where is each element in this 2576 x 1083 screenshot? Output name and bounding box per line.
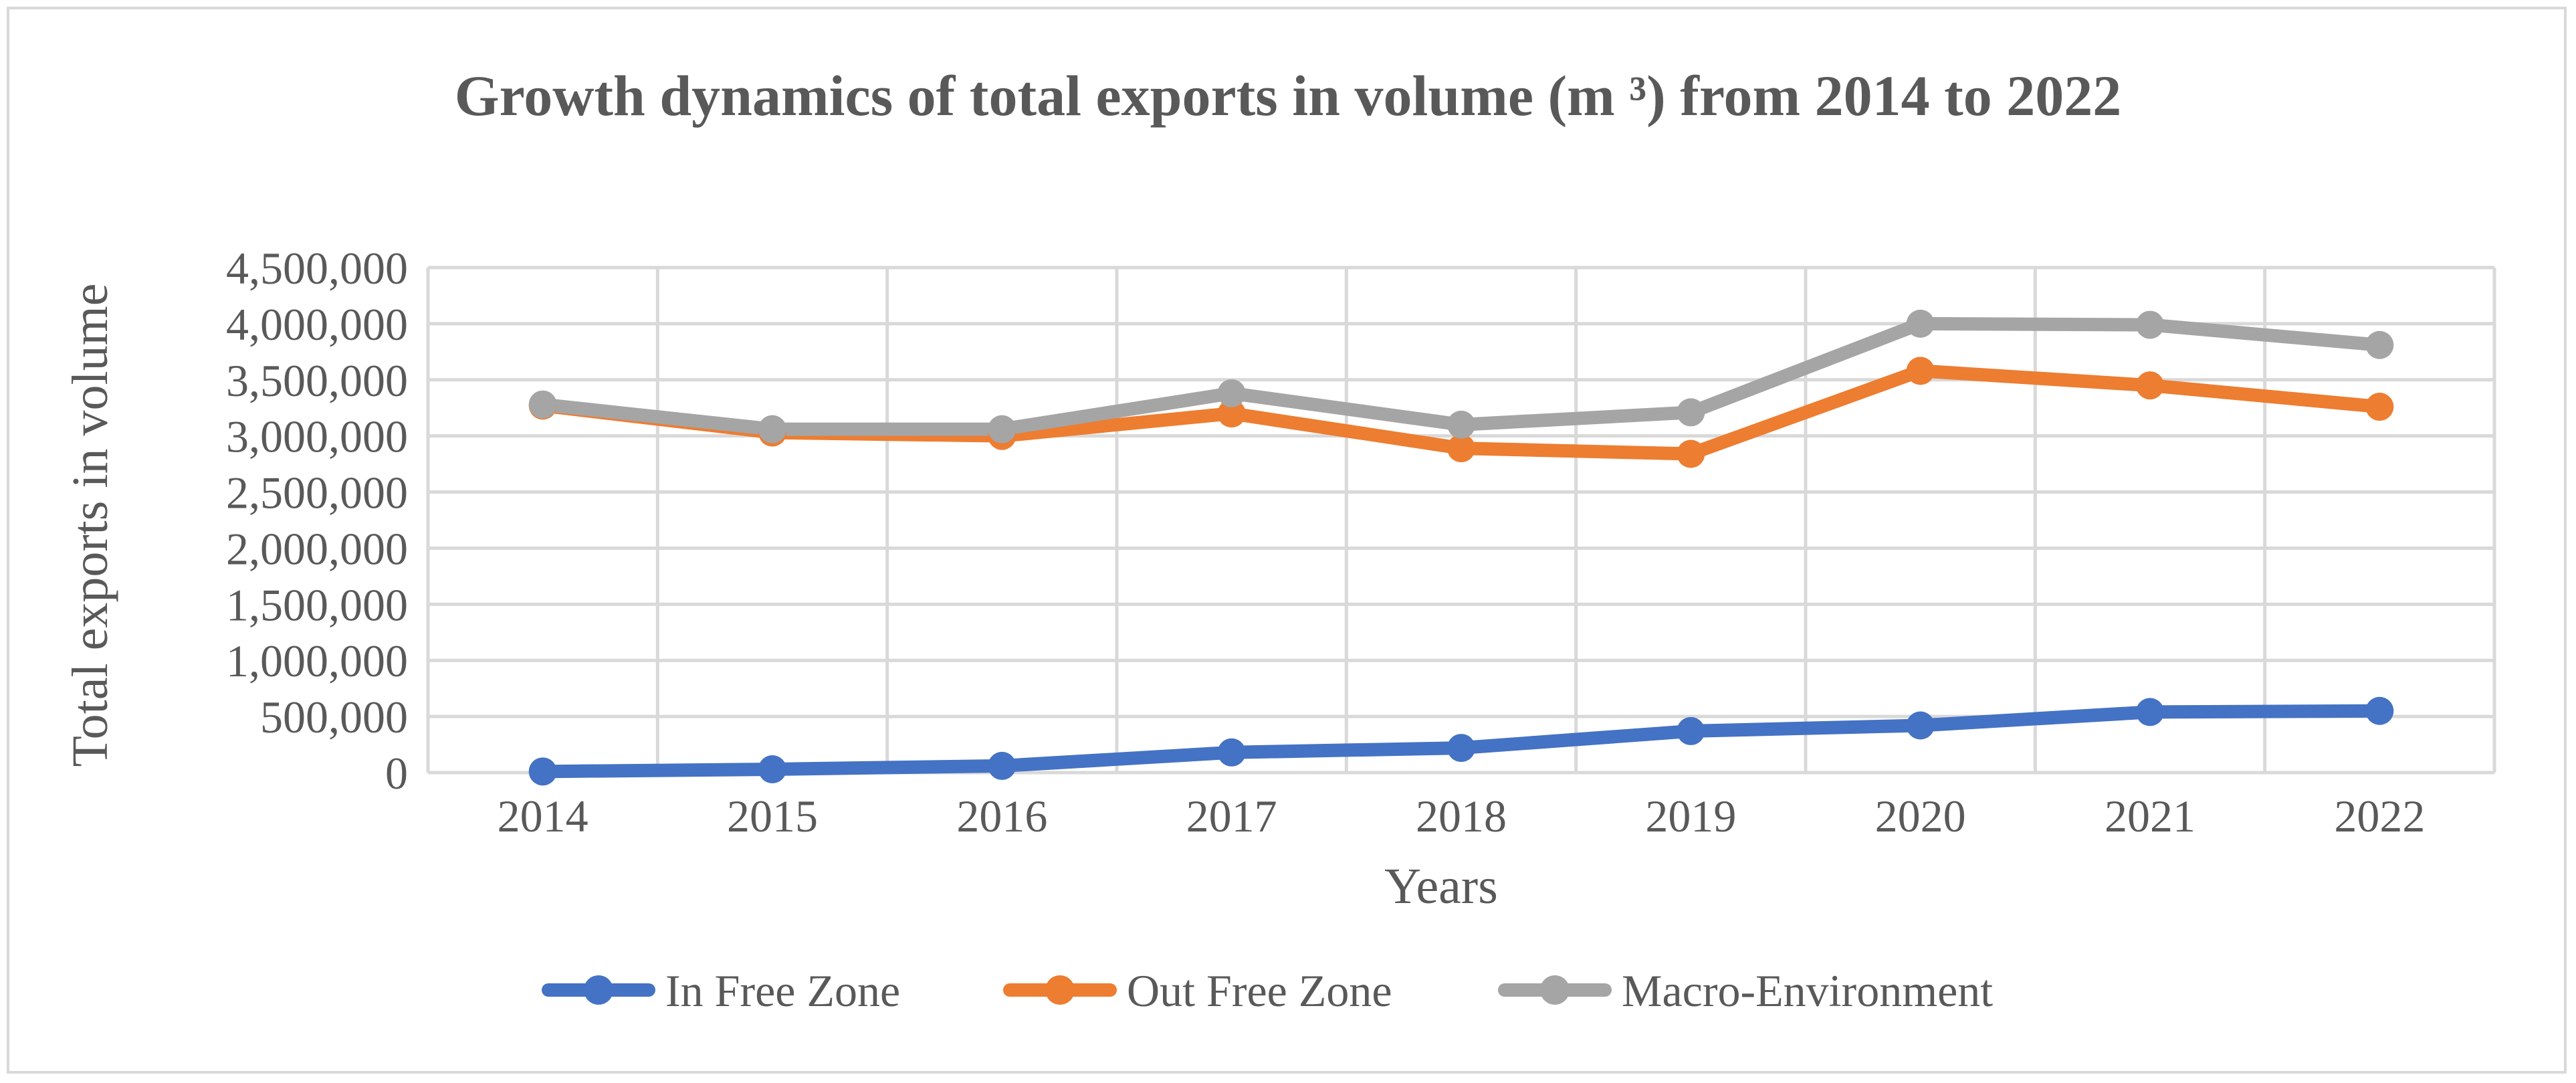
y-tick-label: 2,500,000 — [226, 468, 408, 518]
x-tick-label: 2016 — [956, 791, 1047, 842]
y-tick-label: 3,000,000 — [226, 411, 408, 462]
legend-label-out-free-zone: Out Free Zone — [1127, 965, 1392, 1016]
chart-frame — [7, 7, 2567, 1074]
legend-marker-in-free-zone — [584, 975, 613, 1005]
legend-item-in-free-zone: In Free Zone — [542, 965, 900, 1016]
data-point-out-free-zone — [1677, 439, 1705, 468]
data-point-in-free-zone — [2136, 698, 2164, 726]
y-tick-label: 4,500,000 — [226, 243, 408, 294]
data-point-out-free-zone — [2365, 393, 2394, 421]
y-tick-label: 4,000,000 — [226, 299, 408, 350]
x-tick-label: 2021 — [2105, 791, 2195, 842]
data-point-in-free-zone — [988, 751, 1016, 780]
data-point-macro-environment — [2365, 330, 2394, 359]
x-axis-title: Years — [1384, 858, 1498, 914]
legend-item-macro-environment: Macro-Environment — [1498, 965, 1993, 1016]
x-tick-label: 2019 — [1645, 791, 1736, 842]
data-point-macro-environment — [1906, 309, 1935, 338]
y-tick-label: 500,000 — [260, 692, 408, 743]
data-point-in-free-zone — [2365, 696, 2394, 725]
x-tick-label: 2015 — [727, 791, 818, 842]
data-point-in-free-zone — [758, 755, 786, 783]
y-tick-label: 0 — [385, 748, 408, 799]
x-tick-label: 2014 — [498, 791, 588, 842]
legend-label-macro-environment: Macro-Environment — [1622, 965, 1993, 1016]
y-tick-label: 2,000,000 — [226, 523, 408, 574]
data-point-out-free-zone — [1217, 399, 1246, 428]
data-point-in-free-zone — [1906, 711, 1935, 740]
data-point-macro-environment — [1677, 398, 1705, 427]
series-group — [528, 309, 2394, 786]
x-tick-label: 2020 — [1875, 791, 1966, 842]
data-point-macro-environment — [758, 415, 786, 444]
data-point-in-free-zone — [1677, 716, 1705, 745]
legend-marker-out-free-zone — [1045, 975, 1075, 1005]
data-point-out-free-zone — [1447, 434, 1475, 463]
data-point-macro-environment — [2136, 310, 2164, 339]
x-tick-label: 2018 — [1416, 791, 1507, 842]
y-tick-label: 1,000,000 — [226, 635, 408, 686]
x-tick-label: 2022 — [2334, 791, 2425, 842]
legend-item-out-free-zone: Out Free Zone — [1003, 965, 1392, 1016]
data-point-macro-environment — [528, 390, 557, 419]
data-point-in-free-zone — [1217, 738, 1246, 767]
y-tick-label: 1,500,000 — [226, 579, 408, 630]
data-point-out-free-zone — [1906, 357, 1935, 385]
y-tick-label: 3,500,000 — [226, 355, 408, 406]
grid — [426, 266, 2496, 775]
data-point-macro-environment — [988, 415, 1016, 444]
legend-marker-macro-environment — [1540, 975, 1570, 1005]
x-axis-ticks: 2014 2015 2016 2017 2018 2019 2020 2021 2022 — [498, 791, 2426, 842]
legend: In Free Zone Out Free Zone Macro-Environme… — [542, 965, 1993, 1016]
data-point-macro-environment — [1447, 410, 1475, 439]
data-point-in-free-zone — [1447, 734, 1475, 763]
chart-title: Growth dynamics of total exports in volu… — [455, 64, 2122, 128]
data-point-macro-environment — [1217, 379, 1246, 407]
y-axis-title: Total exports in volume — [62, 284, 118, 767]
legend-label-in-free-zone: In Free Zone — [665, 965, 900, 1016]
data-point-out-free-zone — [2136, 371, 2164, 400]
x-tick-label: 2017 — [1186, 791, 1277, 842]
data-point-in-free-zone — [528, 757, 557, 786]
